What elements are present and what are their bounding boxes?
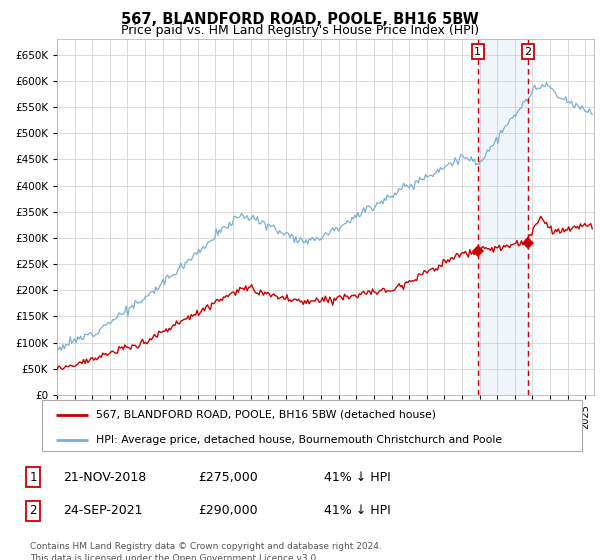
Text: £290,000: £290,000: [198, 504, 257, 517]
Text: £275,000: £275,000: [198, 470, 258, 484]
Text: 41% ↓ HPI: 41% ↓ HPI: [324, 504, 391, 517]
Bar: [478, 39, 528, 395]
Text: 567, BLANDFORD ROAD, POOLE, BH16 5BW: 567, BLANDFORD ROAD, POOLE, BH16 5BW: [121, 12, 479, 27]
Text: 2: 2: [29, 504, 37, 517]
Text: 21-NOV-2018: 21-NOV-2018: [63, 470, 146, 484]
Text: Contains HM Land Registry data © Crown copyright and database right 2024.
This d: Contains HM Land Registry data © Crown c…: [30, 542, 382, 560]
Text: HPI: Average price, detached house, Bournemouth Christchurch and Poole: HPI: Average price, detached house, Bour…: [96, 435, 502, 445]
Text: 41% ↓ HPI: 41% ↓ HPI: [324, 470, 391, 484]
Text: 567, BLANDFORD ROAD, POOLE, BH16 5BW (detached house): 567, BLANDFORD ROAD, POOLE, BH16 5BW (de…: [96, 409, 436, 419]
Text: 1: 1: [474, 46, 481, 57]
Text: 2: 2: [524, 46, 532, 57]
Text: 24-SEP-2021: 24-SEP-2021: [63, 504, 143, 517]
FancyBboxPatch shape: [42, 400, 582, 451]
Text: 1: 1: [29, 470, 37, 484]
Text: Price paid vs. HM Land Registry's House Price Index (HPI): Price paid vs. HM Land Registry's House …: [121, 24, 479, 36]
